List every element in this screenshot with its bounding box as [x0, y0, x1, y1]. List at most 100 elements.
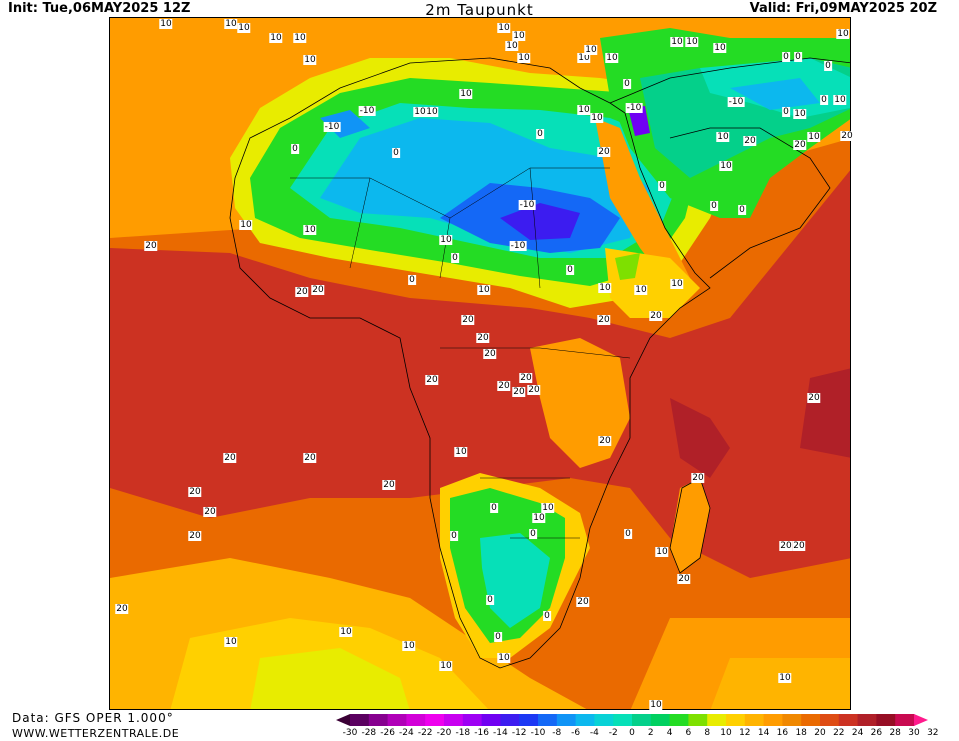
legend-tick-label: -14: [493, 728, 508, 738]
contour-label: 20: [188, 487, 202, 497]
contour-label: 10: [655, 547, 669, 557]
legend-swatch: [519, 714, 539, 726]
contour-label: 0: [451, 253, 459, 263]
red-sea-band: [595, 118, 690, 288]
contour-label: 20: [677, 574, 691, 584]
contour-label: 10: [439, 661, 453, 671]
legend-swatch: [801, 714, 821, 726]
contour-label: 10: [778, 673, 792, 683]
east-africa-orange: [530, 338, 630, 468]
arabia-coastline: [669, 127, 831, 279]
contour-label: -10: [625, 103, 643, 113]
contour-label: 10: [685, 37, 699, 47]
legend-swatch: [500, 714, 520, 726]
contour-label: 20: [597, 147, 611, 157]
country-borders: [290, 167, 631, 539]
legend-tick-label: 24: [851, 728, 864, 738]
legend-swatch: [406, 714, 426, 726]
contour-label: 0: [392, 148, 400, 158]
contour-label: 0: [824, 61, 832, 71]
contour-label: 20: [476, 333, 490, 343]
contour-label: 10: [541, 503, 555, 513]
legend-tick-label: -10: [530, 728, 546, 738]
legend-swatch: [726, 714, 746, 726]
legend-tick-label: -30: [342, 728, 358, 738]
legend-tick-label: -6: [571, 728, 581, 738]
legend-swatch: [857, 714, 877, 726]
contour-label: 10: [293, 33, 307, 43]
legend-swatch: [425, 714, 445, 726]
legend-arrow-low: [336, 714, 350, 726]
contour-label: -10: [509, 241, 527, 251]
contour-label: 20: [497, 381, 511, 391]
contour-label: 20: [840, 131, 854, 141]
contour-label: 10: [532, 513, 546, 523]
contour-label: 20: [115, 604, 129, 614]
contour-label: 0: [624, 529, 632, 539]
legend-tick-label: 10: [720, 728, 732, 738]
legend-tick-label: 8: [704, 728, 711, 738]
data-source: Data: GFS OPER 1.000°: [12, 711, 174, 725]
legend-tick-label: -8: [552, 728, 562, 738]
legend-swatch: [707, 714, 727, 726]
contour-label: 10: [577, 53, 591, 63]
contour-label: 20: [188, 531, 202, 541]
legend-tick-label: 6: [685, 728, 692, 738]
contour-label: 20: [807, 393, 821, 403]
valid-time: Valid: Fri,09MAY2025 20Z: [749, 1, 937, 16]
contour-label: 10: [239, 220, 253, 230]
contour-label: 20: [461, 315, 475, 325]
legend-tick-label: 26: [870, 728, 883, 738]
contour-label: 10: [224, 19, 238, 29]
contour-label: 0: [782, 52, 790, 62]
contour-label: 20: [598, 436, 612, 446]
dewpoint-map: [109, 17, 851, 710]
contour-label: 10: [439, 235, 453, 245]
contour-label: 10: [497, 653, 511, 663]
legend-swatch: [350, 714, 370, 726]
contour-label: 0: [543, 611, 551, 621]
horn-green: [615, 253, 640, 280]
contour-label: 10: [670, 37, 684, 47]
legend-swatch: [462, 714, 483, 726]
legend-tick-label: 20: [814, 728, 826, 738]
south-africa-teal: [480, 533, 550, 628]
legend-tick-label: -16: [474, 728, 489, 738]
contour-label: 10: [719, 161, 733, 171]
contour-label: 0: [820, 95, 828, 105]
legend-tick-label: 2: [647, 728, 654, 738]
tropical-band: [110, 170, 850, 578]
asia-coastline: [609, 57, 850, 104]
legend-swatch: [556, 714, 577, 726]
legend-tick-label: -12: [511, 728, 527, 738]
contour-label: 0: [529, 529, 537, 539]
contour-label: 20: [483, 349, 497, 359]
legend-swatch: [594, 714, 614, 726]
legend-tick-label: 18: [795, 728, 807, 738]
legend-tick-label: -20: [436, 728, 452, 738]
contour-label: 10: [836, 29, 850, 39]
contour-label: 20: [203, 507, 217, 517]
legend-tick-label: 30: [908, 728, 920, 738]
contour-label: 20: [295, 287, 309, 297]
contour-label: 10: [670, 279, 684, 289]
south-yellow-core: [250, 648, 410, 709]
hot-spot-1: [670, 398, 730, 478]
legend-tick-label: 12: [739, 728, 751, 738]
website: WWW.WETTERZENTRALE.DE: [12, 727, 180, 740]
contour-label: 0: [738, 205, 746, 215]
legend-swatch: [744, 714, 765, 726]
contour-label: 0: [710, 201, 718, 211]
legend-tick-label: -28: [361, 728, 377, 738]
contour-label: 20: [743, 136, 757, 146]
contour-label: 20: [691, 473, 705, 483]
legend-swatch: [782, 714, 802, 726]
sahara-core: [500, 203, 580, 240]
contour-label: 10: [634, 285, 648, 295]
contour-label: 10: [649, 700, 663, 710]
legend-swatch: [632, 714, 652, 726]
contour-label: 20: [792, 541, 806, 551]
contour-label: -10: [518, 200, 536, 210]
map-canvas: [110, 18, 850, 709]
contour-label: 0: [658, 181, 666, 191]
